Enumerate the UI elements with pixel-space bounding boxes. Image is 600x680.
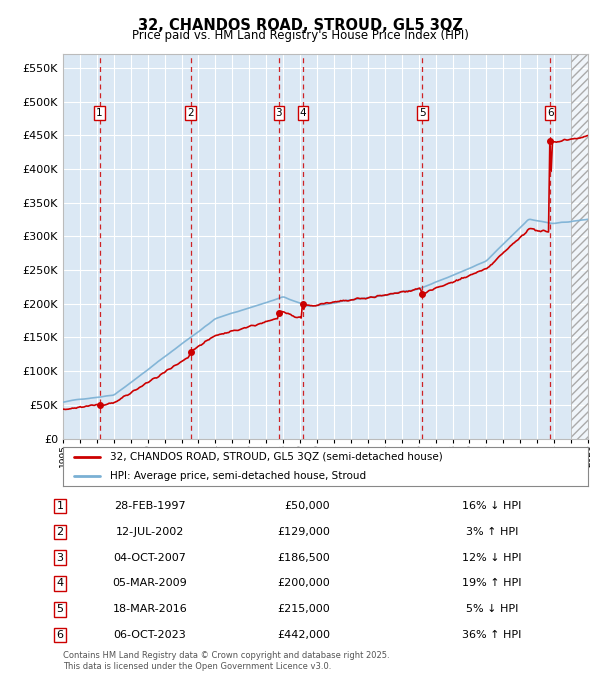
Text: 19% ↑ HPI: 19% ↑ HPI bbox=[462, 579, 522, 588]
Text: 3% ↑ HPI: 3% ↑ HPI bbox=[466, 527, 518, 537]
Text: 3: 3 bbox=[275, 108, 282, 118]
Text: 5: 5 bbox=[419, 108, 425, 118]
Text: 4: 4 bbox=[299, 108, 306, 118]
Text: Price paid vs. HM Land Registry's House Price Index (HPI): Price paid vs. HM Land Registry's House … bbox=[131, 29, 469, 42]
Text: 36% ↑ HPI: 36% ↑ HPI bbox=[463, 630, 521, 640]
Bar bbox=[571, 54, 600, 439]
Text: 6: 6 bbox=[56, 630, 64, 640]
Text: £442,000: £442,000 bbox=[277, 630, 330, 640]
Text: 6: 6 bbox=[547, 108, 553, 118]
Text: 5: 5 bbox=[56, 605, 64, 614]
Text: 4: 4 bbox=[56, 579, 64, 588]
Text: HPI: Average price, semi-detached house, Stroud: HPI: Average price, semi-detached house,… bbox=[110, 471, 367, 481]
Text: 06-OCT-2023: 06-OCT-2023 bbox=[113, 630, 187, 640]
Text: 5% ↓ HPI: 5% ↓ HPI bbox=[466, 605, 518, 614]
Text: £50,000: £50,000 bbox=[284, 501, 330, 511]
Text: 2: 2 bbox=[56, 527, 64, 537]
Text: 32, CHANDOS ROAD, STROUD, GL5 3QZ: 32, CHANDOS ROAD, STROUD, GL5 3QZ bbox=[137, 18, 463, 33]
Text: £186,500: £186,500 bbox=[277, 553, 330, 562]
Text: 12% ↓ HPI: 12% ↓ HPI bbox=[462, 553, 522, 562]
Text: 05-MAR-2009: 05-MAR-2009 bbox=[113, 579, 187, 588]
Bar bbox=[571, 54, 600, 439]
Text: 28-FEB-1997: 28-FEB-1997 bbox=[114, 501, 186, 511]
Text: 1: 1 bbox=[96, 108, 103, 118]
Text: 18-MAR-2016: 18-MAR-2016 bbox=[113, 605, 187, 614]
Text: 32, CHANDOS ROAD, STROUD, GL5 3QZ (semi-detached house): 32, CHANDOS ROAD, STROUD, GL5 3QZ (semi-… bbox=[110, 452, 443, 462]
Text: 1: 1 bbox=[56, 501, 64, 511]
Text: 16% ↓ HPI: 16% ↓ HPI bbox=[463, 501, 521, 511]
Text: 2: 2 bbox=[187, 108, 194, 118]
Text: 12-JUL-2002: 12-JUL-2002 bbox=[116, 527, 184, 537]
Text: £129,000: £129,000 bbox=[277, 527, 330, 537]
Text: £215,000: £215,000 bbox=[277, 605, 330, 614]
Text: Contains HM Land Registry data © Crown copyright and database right 2025.
This d: Contains HM Land Registry data © Crown c… bbox=[63, 651, 389, 671]
Text: £200,000: £200,000 bbox=[277, 579, 330, 588]
Text: 3: 3 bbox=[56, 553, 64, 562]
Text: 04-OCT-2007: 04-OCT-2007 bbox=[113, 553, 187, 562]
